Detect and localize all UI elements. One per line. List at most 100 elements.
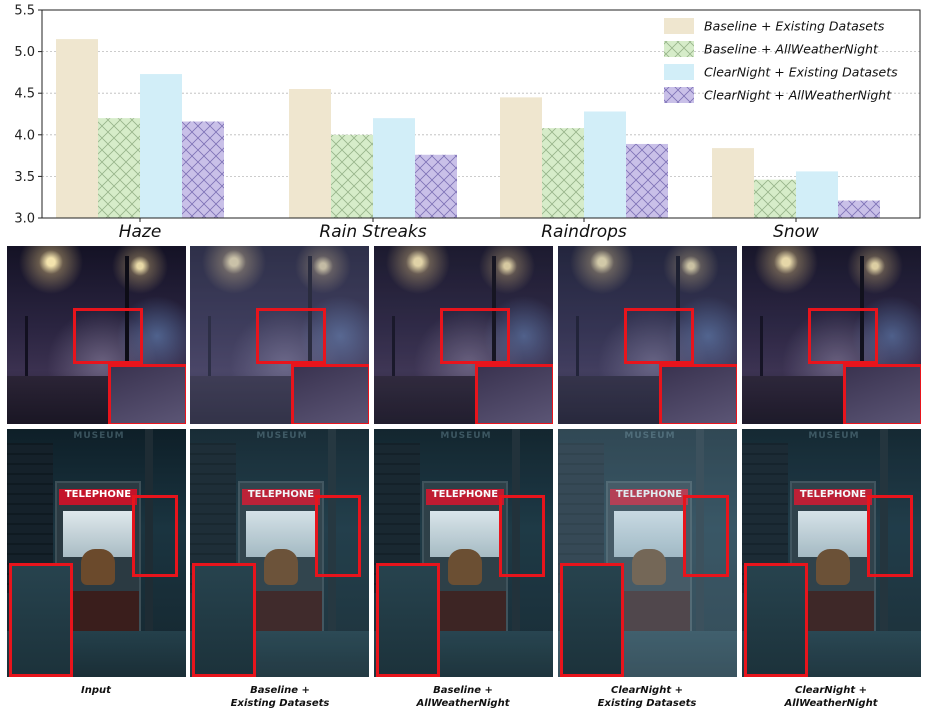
zoom-box bbox=[256, 308, 326, 364]
building-sign: MUSEUM bbox=[440, 431, 492, 441]
zoom-inset bbox=[108, 364, 186, 424]
booth-image-baseline-allweathernight: MUSEUM TELEPHONE bbox=[374, 429, 553, 677]
caption-line: AllWeatherNight bbox=[784, 698, 878, 709]
zoom-inset bbox=[475, 364, 553, 424]
caption-input: Input bbox=[4, 684, 188, 697]
caption-clearnight-allweathernight: ClearNight + AllWeatherNight bbox=[739, 684, 923, 710]
bar-raindrops-3 bbox=[584, 111, 626, 218]
teddy-bear bbox=[632, 549, 666, 585]
bar-haze-1 bbox=[56, 39, 98, 219]
zoom-box bbox=[867, 495, 913, 577]
telephone-booth: TELEPHONE bbox=[790, 481, 876, 635]
zoom-box bbox=[132, 495, 178, 577]
caption-baseline-existing: Baseline + Existing Datasets bbox=[188, 684, 372, 710]
booth-sign: TELEPHONE bbox=[242, 489, 320, 505]
zoom-box bbox=[315, 495, 361, 577]
zoom-inset bbox=[560, 563, 624, 677]
street-image-input bbox=[7, 246, 186, 424]
teddy-bear bbox=[81, 549, 115, 585]
zoom-box bbox=[440, 308, 510, 364]
y-tick-label: 5.5 bbox=[14, 4, 35, 19]
caption-line: AllWeatherNight bbox=[416, 698, 510, 709]
zoom-inset bbox=[659, 364, 737, 424]
bar-raindrops-1 bbox=[500, 97, 542, 218]
lamp-post bbox=[328, 429, 336, 677]
lamp-post bbox=[512, 429, 520, 677]
tree-silhouette bbox=[492, 256, 496, 406]
legend: Baseline + Existing Datasets Baseline + A… bbox=[664, 18, 898, 103]
zoom-box bbox=[624, 308, 694, 364]
bar-haze-3 bbox=[140, 74, 182, 219]
legend-label: ClearNight + Existing Datasets bbox=[704, 65, 898, 80]
street-image-baseline-allweathernight bbox=[374, 246, 553, 424]
y-tick-label: 4.0 bbox=[14, 128, 35, 143]
zoom-box bbox=[683, 495, 729, 577]
bar-snow-2 bbox=[754, 179, 796, 218]
booth-image-clearnight-existing: MUSEUM TELEPHONE bbox=[558, 429, 737, 677]
zoom-box bbox=[73, 308, 143, 364]
bar-haze-4 bbox=[182, 121, 224, 218]
tree-silhouette bbox=[860, 256, 864, 406]
lamp-post bbox=[696, 429, 704, 677]
tree-silhouette bbox=[25, 316, 28, 406]
tree-silhouette bbox=[576, 316, 579, 406]
caption-line: Existing Datasets bbox=[230, 698, 330, 709]
caption-baseline-allweathernight: Baseline + AllWeatherNight bbox=[371, 684, 555, 710]
x-category-label: Snow bbox=[773, 222, 819, 242]
tree-silhouette bbox=[760, 316, 763, 406]
building-sign: MUSEUM bbox=[624, 431, 676, 441]
lamp-post bbox=[145, 429, 153, 677]
legend-swatch bbox=[664, 87, 694, 103]
street-image-clearnight-existing bbox=[558, 246, 737, 424]
y-tick-label: 3.5 bbox=[14, 170, 35, 185]
caption-line: ClearNight + bbox=[795, 685, 867, 696]
caption-line: Baseline + bbox=[433, 685, 493, 696]
bar-rain-streaks-4 bbox=[415, 154, 457, 218]
booth-sign: TELEPHONE bbox=[426, 489, 504, 505]
tree-silhouette bbox=[676, 256, 680, 406]
legend-swatch bbox=[664, 41, 694, 57]
telephone-booth: TELEPHONE bbox=[422, 481, 508, 635]
booth-sign: TELEPHONE bbox=[610, 489, 688, 505]
bar-raindrops-2 bbox=[542, 128, 584, 218]
y-axis: 3.0 3.5 4.0 4.5 5.0 5.5 bbox=[14, 4, 42, 227]
caption-line: Baseline + bbox=[250, 685, 310, 696]
teddy-bear bbox=[816, 549, 850, 585]
tree-silhouette bbox=[125, 256, 129, 406]
bar-rain-streaks-3 bbox=[373, 118, 415, 218]
telephone-booth: TELEPHONE bbox=[55, 481, 141, 635]
teddy-bear bbox=[264, 549, 298, 585]
y-tick-label: 3.0 bbox=[14, 212, 35, 227]
bars bbox=[56, 39, 880, 219]
zoom-box bbox=[499, 495, 545, 577]
caption-clearnight-existing: ClearNight + Existing Datasets bbox=[555, 684, 739, 710]
booth-sign: TELEPHONE bbox=[59, 489, 137, 505]
bar-snow-3 bbox=[796, 171, 838, 218]
bar-raindrops-4 bbox=[626, 143, 668, 218]
bar-rain-streaks-2 bbox=[331, 134, 373, 218]
tree-silhouette bbox=[392, 316, 395, 406]
teddy-bear bbox=[448, 549, 482, 585]
legend-swatch bbox=[664, 18, 694, 34]
booth-image-baseline-existing: MUSEUM TELEPHONE bbox=[190, 429, 369, 677]
y-tick-label: 5.0 bbox=[14, 45, 35, 60]
zoom-inset bbox=[9, 563, 73, 677]
legend-label: Baseline + AllWeatherNight bbox=[704, 42, 879, 57]
building-sign: MUSEUM bbox=[73, 431, 125, 441]
zoom-inset bbox=[291, 364, 369, 424]
bar-rain-streaks-1 bbox=[289, 89, 331, 218]
x-category-label: Rain Streaks bbox=[319, 222, 426, 242]
tree-silhouette bbox=[308, 256, 312, 406]
zoom-box bbox=[808, 308, 878, 364]
legend-label: Baseline + Existing Datasets bbox=[704, 19, 885, 34]
bar-chart: 3.0 3.5 4.0 4.5 5.0 5.5 Haze Rain Streaks Raind… bbox=[14, 4, 921, 242]
building-sign: MUSEUM bbox=[808, 431, 860, 441]
caption-line: Existing Datasets bbox=[597, 698, 697, 709]
zoom-inset bbox=[744, 563, 808, 677]
bar-haze-2 bbox=[98, 118, 140, 218]
x-axis: Haze Rain Streaks Raindrops Snow bbox=[119, 218, 819, 242]
booth-image-clearnight-allweathernight: MUSEUM TELEPHONE bbox=[742, 429, 921, 677]
street-image-baseline-existing bbox=[190, 246, 369, 424]
caption-line: ClearNight + bbox=[611, 685, 683, 696]
plot-frame bbox=[41, 9, 921, 219]
